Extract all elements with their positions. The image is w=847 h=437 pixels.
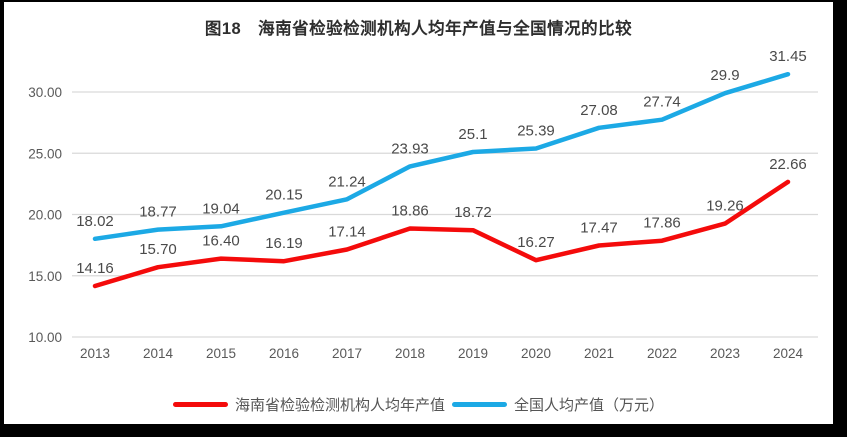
x-axis-tick-label: 2019 bbox=[458, 346, 488, 361]
x-axis-tick-label: 2018 bbox=[395, 346, 425, 361]
legend-swatch-national-series bbox=[452, 402, 507, 407]
data-label: 16.27 bbox=[517, 234, 555, 251]
line-chart-plot-area: 10.00 15.00 20.00 25.00 30.00 2013 2014 2015 201… bbox=[28, 48, 818, 361]
data-label: 19.26 bbox=[706, 198, 744, 215]
x-axis-tick-label: 2024 bbox=[773, 346, 804, 361]
data-label: 27.74 bbox=[643, 94, 681, 111]
data-label: 23.93 bbox=[391, 140, 429, 157]
data-label: 31.45 bbox=[769, 48, 807, 65]
data-label: 20.15 bbox=[265, 187, 303, 204]
y-axis-tick-label: 20.00 bbox=[28, 208, 62, 223]
legend-label-national-series: 全国人均产值（万元） bbox=[514, 397, 665, 414]
data-label: 21.24 bbox=[328, 173, 366, 190]
data-label: 18.72 bbox=[454, 204, 492, 221]
y-axis-tick-label: 10.00 bbox=[28, 330, 62, 345]
data-label: 15.70 bbox=[139, 241, 177, 258]
data-label: 18.86 bbox=[391, 203, 429, 220]
y-axis-tick-label: 15.00 bbox=[28, 269, 62, 284]
x-axis-tick-label: 2021 bbox=[584, 346, 614, 361]
chart-legend: 海南省检验检测机构人均年产值 全国人均产值（万元） bbox=[4, 394, 833, 415]
series-line-national bbox=[92, 71, 791, 242]
data-label: 16.40 bbox=[202, 233, 240, 250]
x-axis-tick-label: 2014 bbox=[143, 346, 174, 361]
data-label: 17.14 bbox=[328, 224, 366, 241]
x-axis-tick-label: 2013 bbox=[80, 346, 110, 361]
y-axis-tick-label: 25.00 bbox=[28, 146, 62, 161]
legend-swatch-hainan-series bbox=[172, 402, 228, 407]
chart-canvas: 图18 海南省检验检测机构人均年产值与全国情况的比较 10.00 15.00 20.… bbox=[4, 2, 833, 424]
legend-label-hainan-series: 海南省检验检测机构人均年产值 bbox=[234, 397, 445, 414]
x-axis-tick-label: 2015 bbox=[206, 346, 236, 361]
data-label: 27.08 bbox=[580, 102, 618, 119]
series-line-hainan bbox=[92, 179, 791, 289]
data-label: 18.02 bbox=[76, 213, 114, 230]
x-axis-tick-label: 2022 bbox=[647, 346, 677, 361]
y-axis-tick-label: 30.00 bbox=[28, 85, 62, 100]
data-label: 17.86 bbox=[643, 215, 681, 232]
data-label: 29.9 bbox=[710, 67, 739, 84]
x-axis-tick-label: 2017 bbox=[332, 346, 362, 361]
data-label: 14.16 bbox=[76, 260, 114, 277]
data-label: 18.77 bbox=[139, 204, 177, 221]
x-axis-tick-label: 2020 bbox=[521, 346, 551, 361]
chart-title: 图18 海南省检验检测机构人均年产值与全国情况的比较 bbox=[204, 20, 633, 38]
data-label: 22.66 bbox=[769, 156, 807, 173]
data-label: 17.47 bbox=[580, 220, 618, 237]
x-axis-tick-label: 2016 bbox=[269, 346, 299, 361]
data-label: 19.04 bbox=[202, 200, 240, 217]
data-label: 25.39 bbox=[517, 123, 555, 140]
data-label: 25.1 bbox=[458, 126, 487, 143]
x-axis-tick-label: 2023 bbox=[710, 346, 740, 361]
data-label: 16.19 bbox=[265, 235, 303, 252]
